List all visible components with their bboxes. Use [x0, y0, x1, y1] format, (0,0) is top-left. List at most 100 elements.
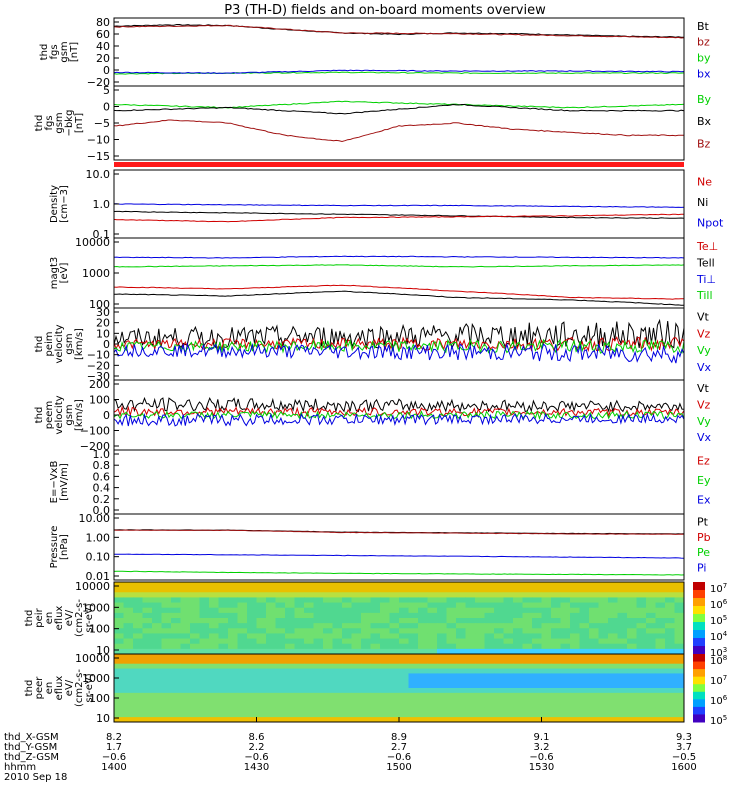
y-axis-label: gsm: [64, 333, 75, 354]
legend-label-Till: Till: [696, 289, 713, 302]
legend-label-Bz: Bz: [697, 138, 711, 151]
series-line-Ne: [113, 213, 684, 223]
y-axis-label: Density: [49, 185, 60, 223]
y-axis-label: thd: [34, 115, 45, 132]
x-tick-label-x: 9.1: [534, 732, 550, 743]
y-axis-label: peim: [44, 331, 55, 356]
x-tick-label-z: −0.5: [672, 752, 696, 763]
series-line-Pi: [113, 553, 685, 559]
legend-label-Ni: Ni: [697, 196, 708, 209]
series-line-Ni: [113, 210, 685, 219]
x-row-label: 2010 Sep 18: [4, 772, 67, 783]
y-tick-label: 1.0: [93, 198, 111, 211]
spectrogram-p9: [114, 582, 685, 655]
panel-frame-p2: [113, 85, 685, 161]
legend-label-Vy: Vy: [697, 344, 711, 357]
y-tick-label: −15: [87, 150, 110, 163]
colorbar-label: 106: [710, 598, 728, 611]
y-tick-label: −10: [87, 349, 110, 362]
series-line-Tell: [113, 290, 685, 306]
colorbar-label: 105: [710, 714, 727, 727]
y-tick-label: 10.0: [86, 168, 111, 181]
y-tick-label: 0: [103, 409, 110, 422]
y-tick-label: 20: [96, 52, 110, 65]
series-line-Bt: [113, 24, 684, 38]
series-line-Te⊥: [113, 284, 684, 300]
legend-label-Bt: Bt: [697, 20, 710, 33]
series-line-By: [113, 100, 685, 109]
y-axis-label: (cm2-s-: [74, 599, 85, 637]
y-tick-label: 10000: [75, 652, 110, 665]
y-tick-label: 10000: [75, 236, 110, 249]
x-tick-label-y: 3.7: [676, 742, 692, 753]
y-tick-label: 0: [103, 101, 110, 114]
legend-label-Vz: Vz: [697, 327, 711, 340]
legend-label-By: By: [697, 93, 712, 106]
y-axis-label: thd: [24, 680, 35, 697]
y-tick-label: −100: [80, 425, 110, 438]
x-row-label: hhmm: [4, 762, 36, 773]
y-axis-label: [eV]: [59, 263, 70, 284]
x-row-label: thd_X-GSM: [4, 732, 59, 743]
y-axis-label: sr-eV): [84, 603, 95, 632]
legend-label-Vx: Vx: [697, 431, 712, 444]
colorbar-label: 107: [710, 582, 727, 595]
panel-frame-p8: [113, 513, 685, 581]
series-line-bz: [113, 24, 685, 39]
x-row-label: thd_Z-GSM: [4, 752, 59, 763]
y-tick-label: 10: [96, 644, 110, 657]
y-axis-label: E=−VxB: [49, 461, 60, 504]
y-axis-label: velocity: [54, 324, 65, 363]
y-axis-label: gsm: [54, 112, 65, 133]
y-axis-label: gsm: [64, 404, 75, 425]
x-tick-label-z: −0.6: [387, 752, 411, 763]
x-tick-label-y: 1.7: [106, 742, 122, 753]
y-axis-label: eflux: [54, 676, 65, 701]
y-tick-label: 10: [96, 712, 110, 725]
spectrogram-p10: [114, 654, 685, 723]
legend-label-Pi: Pi: [697, 562, 706, 575]
y-tick-label: 20: [96, 317, 110, 330]
x-tick-label-t: 1400: [101, 762, 126, 773]
series-line-Bx: [113, 103, 685, 115]
y-axis-label: −bkg: [64, 110, 75, 137]
y-tick-label: 0.0: [93, 504, 111, 517]
y-axis-label: thd: [39, 44, 50, 61]
legend-label-Pt: Pt: [697, 516, 709, 529]
colorbar-label: 104: [710, 630, 728, 643]
x-row-label: thd_Y-GSM: [4, 742, 57, 753]
y-tick-label: −10: [87, 134, 110, 147]
series-line-Vz: [113, 405, 685, 418]
y-tick-label: 0.8: [93, 459, 111, 472]
x-tick-label-t: 1530: [529, 762, 554, 773]
legend-label-Ti⊥: Ti⊥: [696, 273, 716, 286]
y-tick-label: 100: [89, 394, 110, 407]
y-axis-label: gsm: [59, 41, 70, 62]
series-line-Vt: [113, 318, 685, 350]
series-line-Vt: [113, 396, 685, 414]
x-tick-label-t: 1600: [671, 762, 696, 773]
y-tick-label: −200: [80, 440, 110, 453]
y-axis-label: thd: [24, 610, 35, 627]
x-tick-label-y: 2.7: [391, 742, 407, 753]
y-axis-label: peem: [44, 401, 55, 429]
colorbar-label: 108: [710, 654, 727, 667]
series-line-Bz: [113, 119, 685, 143]
y-axis-label: Pressure: [49, 526, 60, 569]
legend-label-Ex: Ex: [697, 493, 711, 506]
y-tick-label: 0: [103, 64, 110, 77]
y-axis-label: en: [44, 612, 55, 625]
y-tick-label: 200: [89, 378, 110, 391]
y-tick-label: 100: [89, 298, 110, 311]
y-axis-label: [cm−3]: [59, 185, 70, 223]
y-tick-label: 60: [96, 28, 110, 41]
y-axis-label: [nT]: [69, 42, 80, 62]
y-tick-label: −20: [87, 359, 110, 372]
legend-label-Vx: Vx: [697, 361, 712, 374]
legend-label-Pb: Pb: [697, 531, 711, 544]
y-tick-label: 1.00: [86, 531, 111, 544]
y-axis-label: [nPa]: [59, 534, 70, 560]
y-tick-label: 10: [96, 327, 110, 340]
y-axis-label: sr-eV): [84, 673, 95, 702]
